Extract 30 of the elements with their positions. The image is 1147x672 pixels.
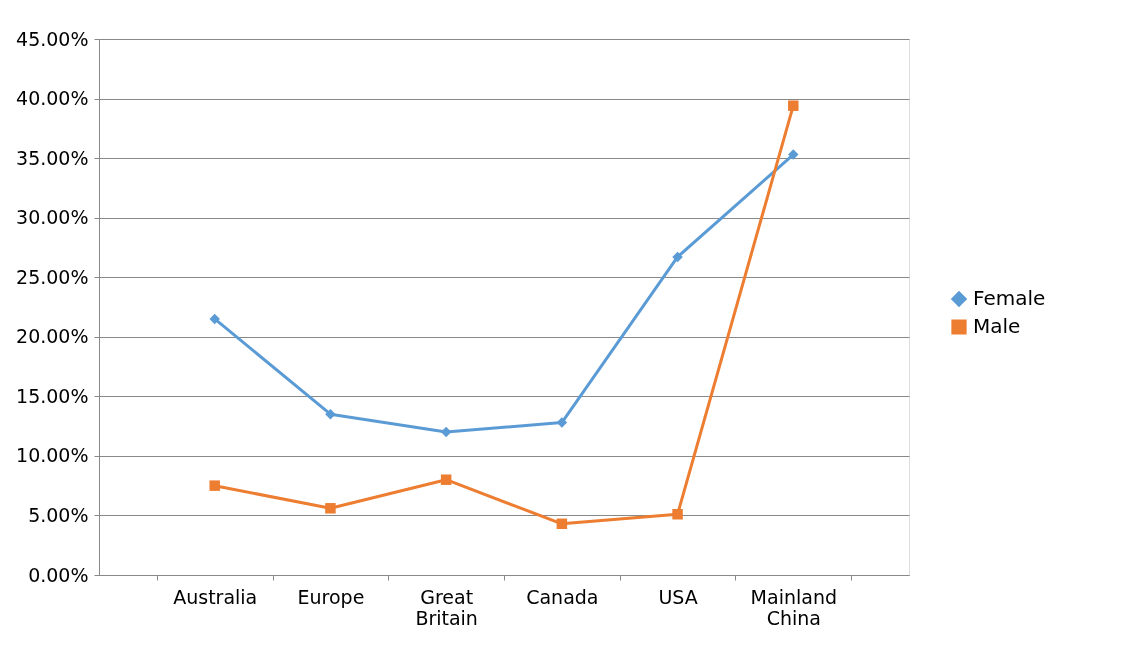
point — [440, 426, 452, 438]
y-tick-label: 0.00% — [28, 563, 89, 586]
x-tick-label: Canada — [526, 585, 599, 608]
point — [556, 417, 568, 428]
y-tick-label: 25.00% — [16, 265, 89, 288]
y-tick-label: 5.00% — [28, 503, 89, 526]
point — [556, 518, 568, 530]
x-tick-label: USA — [658, 585, 698, 608]
x-tick-label: Australia — [173, 585, 258, 608]
y-tick-label: 30.00% — [16, 206, 89, 229]
point — [788, 149, 799, 160]
point — [788, 100, 799, 111]
y-tick-label: 20.00% — [16, 325, 89, 348]
point — [209, 480, 220, 491]
x-tick-label: Great Britain — [415, 585, 478, 629]
x-tick-label: Europe — [297, 585, 365, 608]
y-tick-label: 45.00% — [16, 27, 89, 50]
point — [325, 503, 336, 514]
point — [672, 251, 683, 263]
y-tick-label: 40.00% — [16, 87, 89, 110]
point — [209, 313, 220, 325]
point — [672, 509, 683, 520]
point — [440, 474, 452, 485]
y-tick-label: 10.00% — [16, 444, 89, 467]
legend-label: Female — [973, 286, 1046, 310]
y-tick-label: 15.00% — [16, 384, 89, 407]
legend-label: Male — [973, 314, 1021, 338]
y-tick-label: 35.00% — [16, 146, 89, 169]
x-tick-label: Mainland China — [750, 585, 837, 629]
point — [325, 408, 336, 420]
